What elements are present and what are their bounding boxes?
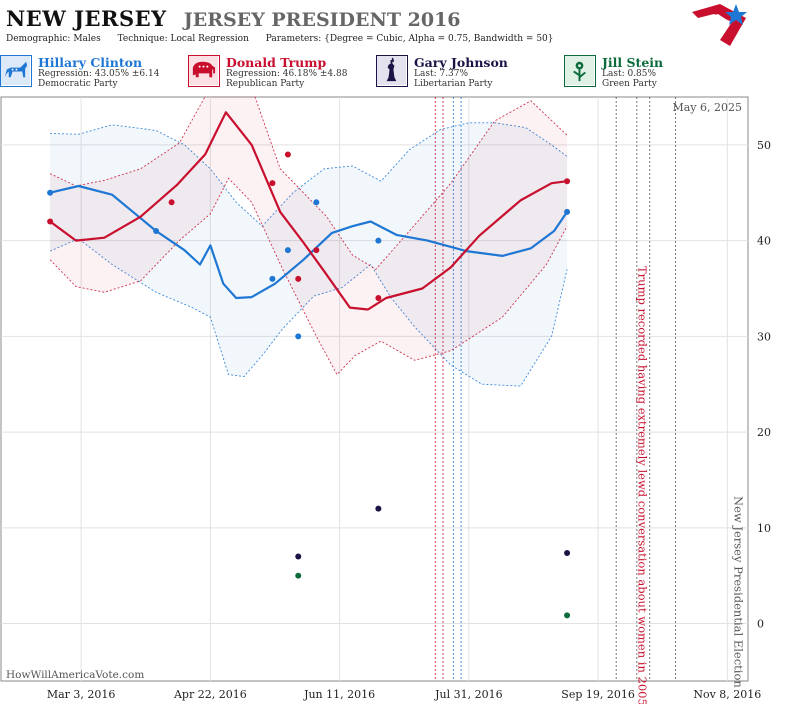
poll-chart: 0 10 20 30 40 50 Mar 3, 2016 Apr 22, 2016 Jun 11…: [0, 96, 771, 704]
poll-point: [564, 612, 571, 619]
candidate-name: Gary Johnson: [414, 55, 508, 70]
poll-point: [375, 505, 382, 512]
poll-point: [47, 189, 54, 196]
candidate-name: Jill Stein: [602, 55, 664, 70]
poll-point: [295, 275, 302, 282]
poll-point: [564, 208, 571, 215]
poll-point: [284, 151, 291, 158]
candidate-card-clinton: Hillary Clinton Regression: 43.05% ±6.14…: [0, 55, 186, 92]
candidate-card-stein: Jill Stein Last: 0.85% Green Party: [564, 55, 750, 92]
poll-point: [269, 180, 276, 187]
site-logo-icon: [692, 4, 747, 46]
candidate-name: Donald Trump: [226, 55, 327, 70]
demographic: Demographic: Males: [6, 34, 101, 44]
poll-point: [168, 199, 175, 206]
poll-point: [313, 199, 320, 206]
x-tick-label: Mar 3, 2016: [47, 688, 116, 701]
y-tick-label: 50: [757, 139, 771, 152]
poll-point: [284, 247, 291, 254]
annotation-label: Trump recorded having extremely lewd con…: [636, 266, 650, 704]
candidate-name: Hillary Clinton: [38, 55, 143, 70]
candidate-stat: Last: 7.37%: [414, 69, 469, 79]
annotation-label: New Jersey Presidential Election: [731, 496, 745, 688]
poll-point: [313, 247, 320, 254]
x-tick-label: Jun 11, 2016: [303, 688, 375, 701]
poll-point: [295, 553, 302, 560]
donkey-icon: [0, 55, 32, 87]
poll-point: [153, 228, 160, 235]
flower-icon: [564, 55, 596, 87]
technique-value: Local Regression: [170, 34, 249, 44]
candidate-party: Republican Party: [226, 79, 305, 89]
title-row: NEW JERSEY JERSEY PRESIDENT 2016: [6, 6, 461, 31]
poll-point: [375, 237, 382, 244]
technique-label: Technique:: [117, 34, 168, 44]
regression-line: [49, 184, 569, 300]
watermark: HowWillAmericaVote.com: [6, 669, 144, 681]
parameters-label: Parameters:: [265, 34, 322, 44]
poll-point: [47, 218, 54, 225]
poll-point: [295, 333, 302, 340]
race-title: JERSEY PRESIDENT 2016: [183, 9, 461, 31]
poll-point: [564, 549, 571, 556]
demographic-value: Males: [73, 34, 101, 44]
state-title: NEW JERSEY: [6, 6, 167, 31]
y-tick-label: 10: [757, 522, 771, 535]
candidate-card-trump: Donald Trump Regression: 46.18% ±4.88 Re…: [188, 55, 374, 92]
band-upper-line: [49, 96, 568, 270]
y-tick-label: 40: [757, 235, 771, 248]
candidate-party: Democratic Party: [38, 79, 118, 89]
parameters: Parameters: {Degree = Cubic, Alpha = 0.7…: [266, 34, 554, 44]
parameters-row: Demographic: Males Technique: Local Regr…: [6, 34, 568, 44]
y-tick-label: 0: [757, 618, 764, 631]
candidate-party: Libertarian Party: [414, 79, 493, 89]
technique: Technique: Local Regression: [118, 34, 249, 44]
date-label: May 6, 2025: [672, 101, 742, 114]
poll-point: [295, 572, 302, 579]
x-tick-label: Sep 19, 2016: [561, 688, 635, 701]
band-upper-line: [50, 122, 568, 227]
band-lower-line: [49, 177, 568, 376]
parameters-value: {Degree = Cubic, Alpha = 0.75, Bandwidth…: [324, 34, 554, 44]
y-tick-label: 20: [757, 426, 771, 439]
x-tick-label: Jul 31, 2016: [434, 688, 503, 701]
candidate-stat: Last: 0.85%: [602, 69, 657, 79]
demographic-label: Demographic:: [6, 34, 71, 44]
elephant-icon: [188, 55, 220, 87]
confidence-band: [50, 96, 568, 375]
band-lower-line: [49, 238, 568, 387]
y-tick-label: 30: [757, 330, 771, 343]
candidate-stat: Regression: 43.05% ±6.14: [38, 69, 160, 79]
x-tick-label: Nov 8, 2016: [693, 688, 761, 701]
candidate-stat: Regression: 46.18% ±4.88: [226, 69, 348, 79]
poll-point: [269, 275, 276, 282]
candidate-party: Green Party: [602, 79, 657, 89]
plot-area: [0, 96, 749, 682]
x-tick-label: Apr 22, 2016: [173, 688, 247, 701]
liberty-icon: [376, 55, 408, 87]
poll-point: [375, 295, 382, 302]
header: NEW JERSEY JERSEY PRESIDENT 2016 Demogra…: [0, 0, 789, 96]
regression-line: [49, 111, 568, 311]
poll-point: [564, 178, 571, 185]
candidate-card-johnson: Gary Johnson Last: 7.37% Libertarian Par…: [376, 55, 562, 92]
